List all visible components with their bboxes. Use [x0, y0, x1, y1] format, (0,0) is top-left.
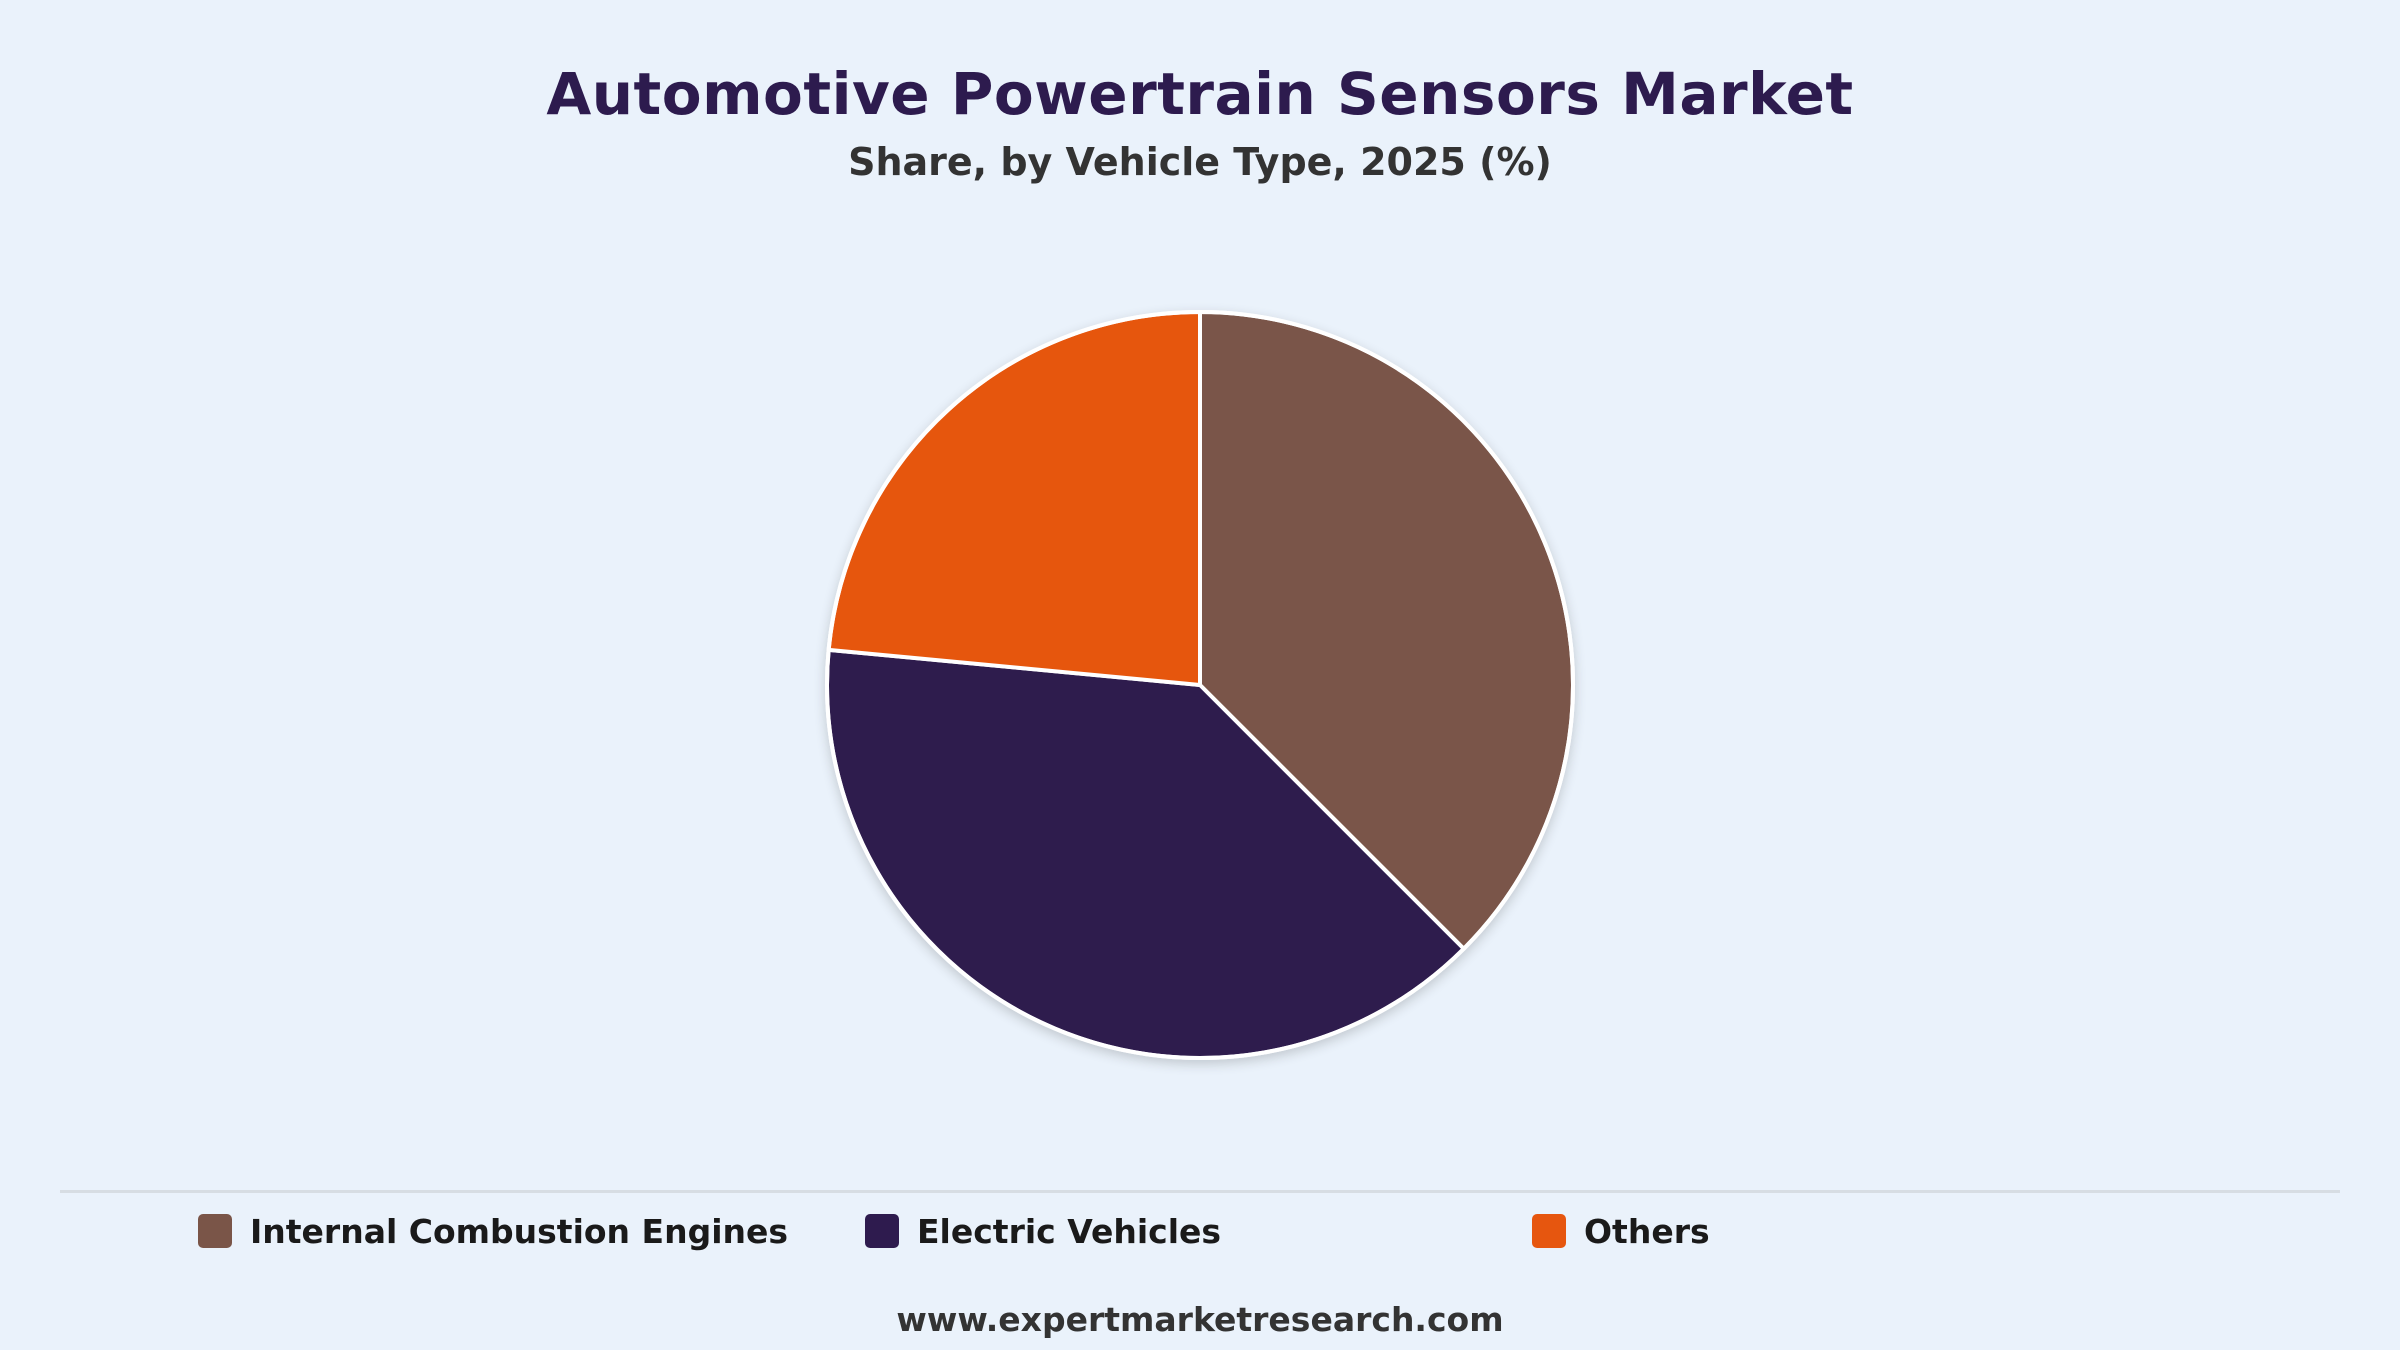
legend-item-electric-vehicles[interactable]: Electric Vehicles	[865, 1210, 1221, 1252]
chart-title: Automotive Powertrain Sensors Market	[546, 60, 1854, 128]
legend: Internal Combustion Engines Electric Veh…	[0, 1210, 2400, 1252]
legend-label: Electric Vehicles	[917, 1211, 1222, 1251]
legend-divider	[60, 1190, 2340, 1193]
chart-subtitle: Share, by Vehicle Type, 2025 (%)	[848, 140, 1552, 184]
legend-item-internal-combustion-engines[interactable]: Internal Combustion Engines	[198, 1210, 788, 1252]
legend-label: Others	[1584, 1211, 1710, 1251]
pie-outline	[825, 310, 1575, 1060]
legend-item-others[interactable]: Others	[1532, 1210, 1710, 1252]
legend-swatch	[198, 1214, 232, 1248]
pie-slice-others[interactable]	[826, 310, 1202, 687]
pie-slices	[825, 310, 1575, 1060]
source-url: www.expertmarketresearch.com	[896, 1300, 1504, 1339]
legend-swatch	[1532, 1214, 1566, 1248]
legend-label: Internal Combustion Engines	[250, 1211, 789, 1251]
legend-swatch	[865, 1214, 899, 1248]
